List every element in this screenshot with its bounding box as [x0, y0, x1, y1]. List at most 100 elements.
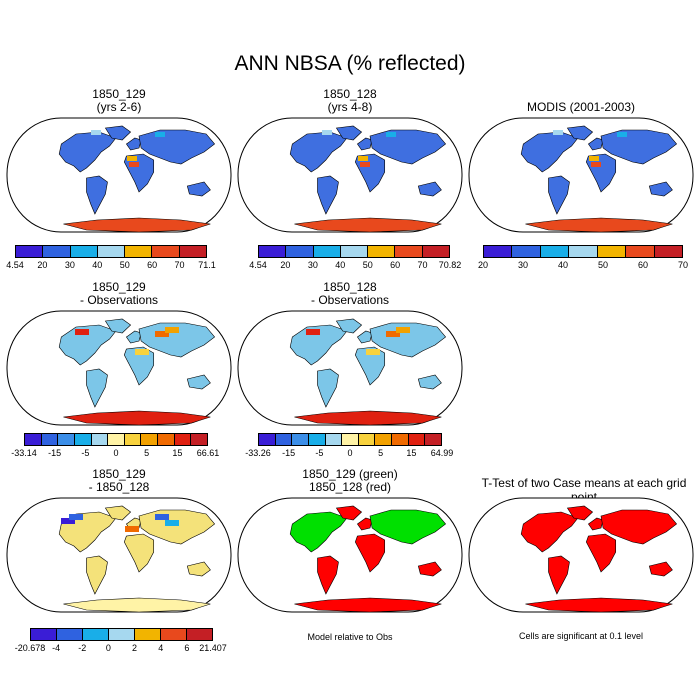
panel-title: 1850_129 - 1850_128 [3, 466, 235, 494]
colorbar-swatch [358, 434, 376, 445]
colorbar-swatch [308, 434, 326, 445]
panel-title: 1850_128 - Observations [234, 279, 466, 307]
colorbar-tick-label: 0 [113, 448, 119, 458]
colorbar-tick-label: -15 [48, 448, 62, 458]
colorbar-tick-label: 2 [132, 643, 138, 653]
colorbar-swatch [569, 246, 598, 257]
colorbar-swatch [152, 246, 180, 257]
colorbar-tick-label: 20 [280, 260, 291, 270]
panel-title-line2: - 1850_128 [88, 480, 150, 494]
colorbar-swatch [540, 246, 570, 257]
colorbar: 4.54 20 30 40 50 60 70 70.82 [249, 245, 461, 270]
colorbar-tick-label: 50 [597, 260, 609, 270]
panel-title-line2: - Observations [79, 293, 159, 307]
panel-title-line2: (yrs 2-6) [96, 100, 142, 114]
colorbar-swatch [161, 629, 187, 640]
colorbar-swatch [313, 246, 341, 257]
colorbar-swatch [125, 246, 153, 257]
colorbar-tick-label: 40 [557, 260, 569, 270]
colorbar-tick-label: 6 [184, 643, 190, 653]
colorbar-swatch [395, 246, 423, 257]
colorbar-swatch [259, 434, 276, 445]
page-title: ANN NBSA (% reflected) [234, 52, 466, 75]
panel-title-line1: 1850_129 [92, 280, 146, 294]
colorbar-tick-label: 21.407 [199, 643, 227, 653]
panel-1850-129-minus-1850-128: 1850_129 - 1850_128 [3, 466, 235, 614]
panel-title: MODIS (2001-2003) [465, 86, 697, 114]
panel-modis: MODIS (2001-2003) [465, 86, 697, 234]
colorbar-tick-label: 70.82 [438, 260, 462, 270]
colorbar-swatches [30, 628, 213, 641]
colorbar-tick-label: 5 [378, 448, 384, 458]
panel-title-line1: 1850_128 [323, 280, 377, 294]
colorbar-tick-label: 0 [347, 448, 353, 458]
panel-title: 1850_129 (green) 1850_128 (red) [234, 466, 466, 494]
colorbar-swatch [484, 246, 513, 257]
colorbar-labels: -20.678 -4 -2 0 2 4 6 21.407 [15, 641, 227, 653]
colorbar-swatch [31, 629, 57, 640]
colorbar-tick-label: 60 [147, 260, 158, 270]
colorbar-swatch [425, 434, 442, 445]
colorbar-swatch [141, 434, 159, 445]
panel-title-line2: 1850_128 (red) [308, 480, 392, 494]
colorbar-tick-label: 30 [64, 260, 75, 270]
colorbar-tick-label: -5 [81, 448, 90, 458]
colorbar-tick-label: 4 [158, 643, 164, 653]
colorbar-tick-label: -33.26 [245, 448, 271, 458]
colorbar-swatch [109, 629, 135, 640]
panel-1850-129-minus-obs: 1850_129 - Observations [3, 279, 235, 427]
colorbar-swatch [43, 246, 71, 257]
colorbar-labels: 4.54 20 30 40 50 60 70 70.82 [249, 258, 461, 270]
colorbar-swatch [292, 434, 309, 445]
colorbar-swatch [626, 246, 655, 257]
colorbar-swatch [124, 434, 142, 445]
colorbar: -20.678 -4 -2 0 2 4 6 21.407 [15, 628, 227, 653]
colorbar-labels: 20 30 40 50 60 70 [478, 258, 688, 270]
colorbar-tick-label: -5 [315, 448, 324, 458]
colorbar-swatch [368, 246, 396, 257]
colorbar-labels: -33.14 -15 -5 0 5 15 66.61 [11, 446, 219, 458]
colorbar-labels: 4.54 20 30 40 50 60 70 71.1 [6, 258, 216, 270]
colorbar-swatches [15, 245, 207, 258]
colorbar-tick-label: 15 [406, 448, 417, 458]
panel-title-line2: - Observations [310, 293, 390, 307]
colorbar-swatch [275, 434, 293, 445]
colorbar-tick-label: 20 [477, 260, 489, 270]
colorbar-swatch [174, 434, 192, 445]
colorbar-swatch [654, 246, 682, 257]
world-map [6, 117, 232, 233]
colorbar-tick-label: -4 [52, 643, 61, 653]
colorbar-swatch [41, 434, 59, 445]
colorbar-swatch [91, 434, 109, 445]
colorbar-swatch [58, 434, 75, 445]
colorbar-tick-label: 4.54 [6, 260, 24, 270]
colorbar-tick-label: 60 [390, 260, 401, 270]
colorbar-tick-label: -20.678 [14, 643, 46, 653]
colorbar-swatch [57, 629, 83, 640]
colorbar-swatch [408, 434, 426, 445]
colorbar-swatch [325, 434, 343, 445]
colorbar-tick-label: 70 [677, 260, 689, 270]
colorbar-tick-label: 60 [637, 260, 649, 270]
panel-1850-128-abs: 1850_128 (yrs 4-8) [234, 86, 466, 234]
panel-title-line1: 1850_128 [323, 87, 377, 101]
colorbar-swatches [258, 245, 450, 258]
colorbar-swatch [70, 246, 98, 257]
colorbar-tick-label: 30 [517, 260, 529, 270]
world-map [6, 497, 232, 613]
colorbar-tick-label: 0 [105, 643, 111, 653]
colorbar-swatch [512, 246, 541, 257]
colorbar-swatch [83, 629, 109, 640]
colorbar-tick-label: 70 [174, 260, 185, 270]
colorbar: 4.54 20 30 40 50 60 70 71.1 [6, 245, 216, 270]
colorbar-swatch [179, 246, 206, 257]
colorbar-swatch [340, 246, 369, 257]
colorbar-swatch [158, 434, 175, 445]
colorbar-swatch [74, 434, 92, 445]
world-map [468, 117, 694, 233]
colorbar-swatch [135, 629, 161, 640]
colorbar-tick-label: 71.1 [198, 260, 216, 270]
colorbar-tick-label: 70 [417, 260, 428, 270]
colorbar-tick-label: -2 [78, 643, 87, 653]
colorbar-swatch [191, 434, 208, 445]
